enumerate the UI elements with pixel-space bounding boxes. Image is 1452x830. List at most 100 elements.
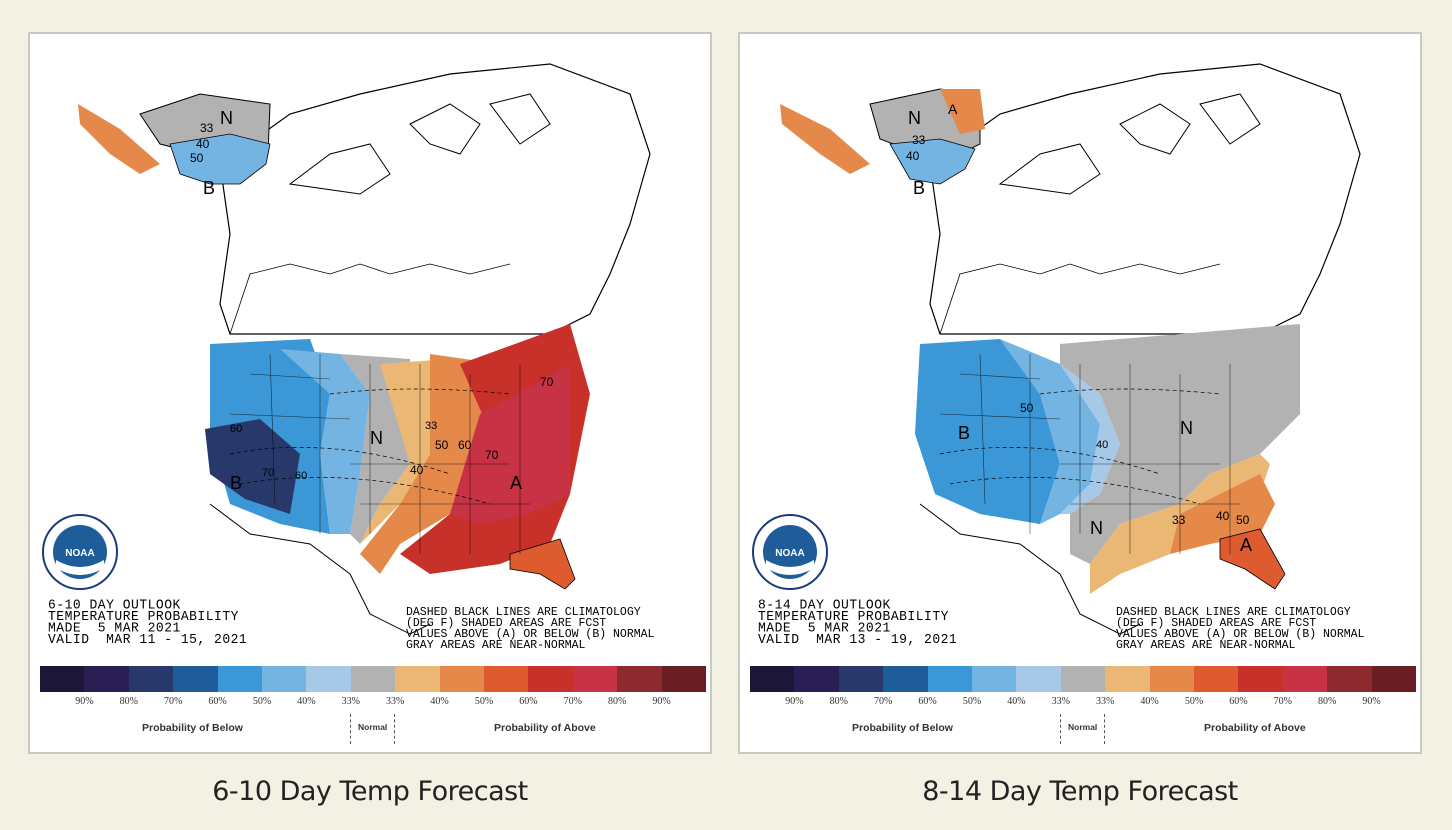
noaa-logo: NOAA <box>752 514 828 590</box>
colorbar-tick-label: 60% <box>1229 696 1248 707</box>
temperature-probability-map: NOAA N A B B N N A 50 40 33 40 33 40 50 <box>752 63 1361 635</box>
legend-note-line: GRAY AREAS ARE NEAR-NORMAL <box>406 639 586 652</box>
colorbar-segment <box>484 666 529 692</box>
colorbar-segment <box>1016 666 1061 692</box>
colorbar-ticks: 90% 80% 70% 60% 50% 40% 33% 33% 40% 50% 60% 70% 80% 9… <box>750 696 1416 710</box>
usa-pale-blue <box>1060 364 1120 514</box>
colorbar-tick-label: 50% <box>962 696 982 707</box>
colorbar-segment <box>794 666 839 692</box>
map-label: N <box>1090 518 1103 538</box>
colorbar-segment <box>1327 666 1372 692</box>
colorbar-segment <box>838 666 884 692</box>
outlook-title: 8-14 DAY OUTLOOK <box>758 596 891 613</box>
colorbar-tick-label: 50% <box>1184 696 1204 707</box>
probability-above-caption: Probability of Above <box>1204 722 1306 734</box>
legend-note-line: VALUES ABOVE (A) OR BELOW (B) NORMAL <box>1116 628 1365 641</box>
map-label: N <box>1180 418 1193 438</box>
colorbar-tick-label: 33% <box>341 696 360 707</box>
colorbar-segment <box>1282 666 1328 692</box>
colorbar-tick-label: 80% <box>119 696 138 707</box>
alaska-blue <box>889 138 976 185</box>
legend-note-line: VALUES ABOVE (A) OR BELOW (B) NORMAL <box>406 628 655 641</box>
colorbar-tick-label: 60% <box>208 696 227 707</box>
colorbar-segment <box>1238 666 1283 692</box>
colorbar-segment <box>306 666 351 692</box>
contour-label: 50 <box>190 151 204 165</box>
colorbar-segment <box>40 666 85 692</box>
colorbar-tick-label: 40% <box>1007 696 1026 707</box>
colorbar-segment <box>439 666 485 692</box>
colorbar-segment <box>617 666 662 692</box>
canada-region <box>219 63 651 335</box>
contour-label: 50 <box>435 438 449 452</box>
legend-notes: DASHED BLACK LINES ARE CLIMATOLOGY (DEG F… <box>406 606 655 652</box>
colorbar-tick-label: 90% <box>75 696 94 707</box>
contour-label: 40 <box>1096 439 1108 451</box>
map-label: N <box>908 108 921 128</box>
colorbar-segment <box>128 666 174 692</box>
colorbar-tick-label: 70% <box>563 696 582 707</box>
colorbar-tick-label: 80% <box>829 696 848 707</box>
map-label: A <box>1240 535 1252 555</box>
colorbar-tick-label: 70% <box>164 696 183 707</box>
legend-note-line: DASHED BLACK LINES ARE CLIMATOLOGY <box>406 606 641 619</box>
noaa-logo-text: NOAA <box>65 548 94 559</box>
contour-label: 60 <box>295 470 307 482</box>
probability-below-caption: Probability of Below <box>852 722 953 734</box>
probability-colorbar <box>750 666 1417 692</box>
colorbar-segment <box>1105 666 1150 692</box>
noaa-logo-text: NOAA <box>775 548 804 559</box>
colorbar-tick-label: 60% <box>918 696 937 707</box>
colorbar-segment <box>217 666 263 692</box>
colorbar-segment <box>262 666 307 692</box>
colorbar-tick-label: 33% <box>386 696 405 707</box>
outlook-info: 8-14 DAY OUTLOOK TEMPERATURE PROBABILITY M… <box>758 596 958 648</box>
colorbar-tick-label: 50% <box>252 696 272 707</box>
outlook-info: 6-10 DAY OUTLOOK TEMPERATURE PROBABILITY M… <box>48 596 248 648</box>
outlook-valid-dates: VALID MAR 11 - 15, 2021 <box>48 631 248 648</box>
contour-label: 33 <box>425 420 437 432</box>
caption-6-10-day: 6-10 Day Temp Forecast <box>212 776 528 807</box>
contour-label: 33 <box>1172 513 1186 527</box>
alaska-orange <box>78 104 160 174</box>
contour-label: 40 <box>906 149 920 163</box>
colorbar-tick-label: 70% <box>1273 696 1292 707</box>
canada-region <box>929 63 1361 335</box>
usa-blue-west <box>915 339 1060 524</box>
colorbar-segment <box>173 666 218 692</box>
caption-8-14-day: 8-14 Day Temp Forecast <box>922 776 1238 807</box>
map-label: A <box>510 473 522 493</box>
outlook-subtitle: TEMPERATURE PROBABILITY <box>48 608 239 625</box>
colorbar-tick-label: 90% <box>1362 696 1381 707</box>
normal-caption: Normal <box>1068 722 1098 732</box>
outlook-made-date: MADE 5 MAR 2021 <box>48 619 181 636</box>
contour-label: 70 <box>540 375 554 389</box>
colorbar-tick-label: 80% <box>608 696 627 707</box>
contour-label: 40 <box>1216 509 1230 523</box>
colorbar-tick-label: 40% <box>1140 696 1159 707</box>
map-label: N <box>370 428 383 448</box>
contour-label: 40 <box>410 463 424 477</box>
contour-label: 60 <box>230 423 242 435</box>
probability-above-caption: Probability of Above <box>494 722 596 734</box>
divider <box>1060 714 1061 744</box>
colorbar-tick-label: 50% <box>474 696 494 707</box>
colorbar-ticks: 90% 80% 70% 60% 50% 40% 33% 33% 40% 50% 60% 70% 80% 9… <box>40 696 706 710</box>
divider <box>350 714 351 744</box>
outlook-valid-dates: VALID MAR 13 - 19, 2021 <box>758 631 958 648</box>
contour-label: 70 <box>262 467 274 479</box>
colorbar-tick-label: 33% <box>1096 696 1115 707</box>
map-label: N <box>220 108 233 128</box>
colorbar-segment <box>395 666 440 692</box>
colorbar-segment <box>750 666 795 692</box>
forecast-panel-6-10: NOAA N B N B A 33 40 50 60 70 60 50 60 7… <box>28 32 712 754</box>
florida <box>509 538 576 590</box>
colorbar-tick-label: 60% <box>519 696 538 707</box>
alaska-orange <box>780 104 870 174</box>
contour-label: 60 <box>458 438 472 452</box>
probability-below-caption: Probability of Below <box>142 722 243 734</box>
outlook-title: 6-10 DAY OUTLOOK <box>48 596 181 613</box>
colorbar-segment <box>528 666 573 692</box>
map-label: B <box>958 423 970 443</box>
contour-label: 33 <box>912 133 926 147</box>
